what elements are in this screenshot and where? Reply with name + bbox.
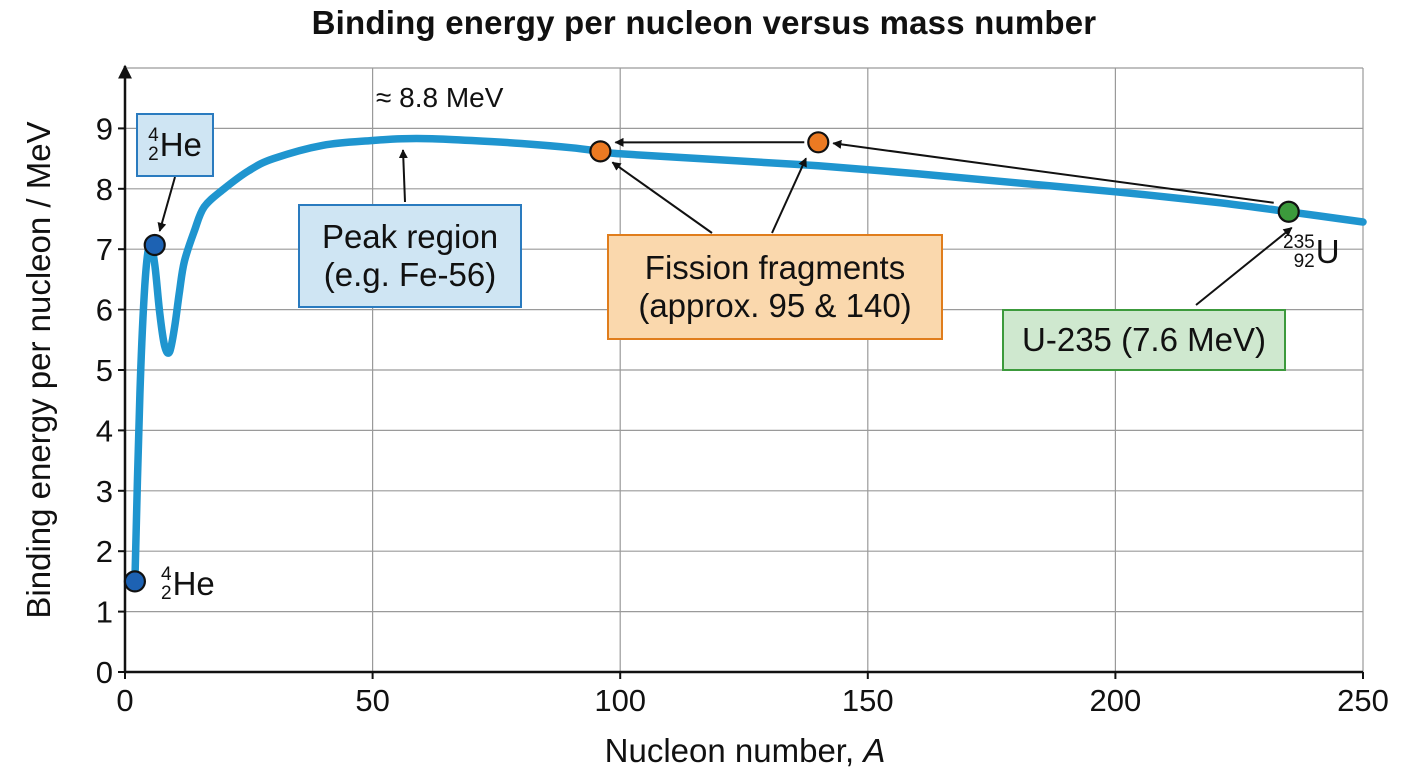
x-tick-label: 0	[116, 683, 133, 718]
y-axis-label: Binding energy per nucleon / MeV	[20, 121, 57, 618]
uranium-point-label: 235 92 U	[1283, 232, 1340, 272]
helium-point-label: 4 2 He	[161, 564, 215, 604]
y-tick-label: 4	[96, 413, 113, 448]
y-tick-label: 8	[96, 172, 113, 207]
y-tick-label: 3	[96, 474, 113, 509]
arrow-peak-region	[398, 149, 408, 203]
helium-callout: 4 2 He	[136, 113, 214, 177]
helium-label-boxed: 4 2 He	[148, 125, 202, 165]
data-point-1	[143, 233, 166, 257]
fission-line-1: Fission fragments	[644, 249, 906, 286]
data-points	[123, 131, 1300, 593]
peak-region-callout: Peak region (e.g. Fe-56)	[298, 204, 522, 308]
x-tick-label: 250	[1337, 683, 1389, 718]
y-tick-label: 1	[96, 595, 113, 630]
y-tick-label: 5	[96, 353, 113, 388]
x-tick-label: 200	[1090, 683, 1142, 718]
x-tick-label: 150	[842, 683, 894, 718]
series-layer	[131, 134, 1367, 586]
annotation-arrows	[157, 137, 1293, 306]
data-point-0	[123, 570, 147, 593]
data-point-3	[807, 131, 830, 154]
data-point-2	[589, 140, 612, 163]
axes	[118, 64, 1364, 679]
y-tick-label: 2	[96, 534, 113, 569]
y-tick-label: 7	[96, 232, 113, 267]
fission-fragments-callout: Fission fragments (approx. 95 & 140)	[607, 234, 943, 340]
peak-region-line-1: Peak region	[321, 218, 499, 255]
y-tick-label: 9	[96, 111, 113, 146]
y-tick-label: 0	[96, 655, 113, 690]
x-tick-label: 100	[594, 683, 646, 718]
fission-line-2: (approx. 95 & 140)	[638, 287, 912, 324]
peak-value-note: ≈ 8.8 MeV	[376, 82, 504, 113]
data-point-4	[1277, 200, 1300, 223]
peak-region-line-2: (e.g. Fe-56)	[323, 256, 497, 293]
tick-labels: 0 1 2 3 4 5 6 7 8 9 0 50 100 150 200 250	[96, 111, 1389, 718]
arrow-u235-callout	[1195, 226, 1293, 306]
arrow-fission-fragment-140	[771, 157, 807, 234]
u235-callout-text: U-235 (7.6 MeV)	[1022, 321, 1266, 358]
x-tick-label: 50	[355, 683, 389, 718]
x-axis-label: Nucleon number, A	[605, 732, 886, 768]
y-tick-label: 6	[96, 293, 113, 328]
chart-title: Binding energy per nucleon versus mass n…	[311, 4, 1097, 41]
u235-callout: U-235 (7.6 MeV)	[1002, 309, 1286, 371]
binding-energy-curve-0	[131, 134, 1367, 586]
arrow-fission-fragment-95	[611, 161, 713, 234]
arrow-helium-callout	[157, 176, 176, 232]
arrow-u235-to-fragment	[832, 139, 1274, 204]
